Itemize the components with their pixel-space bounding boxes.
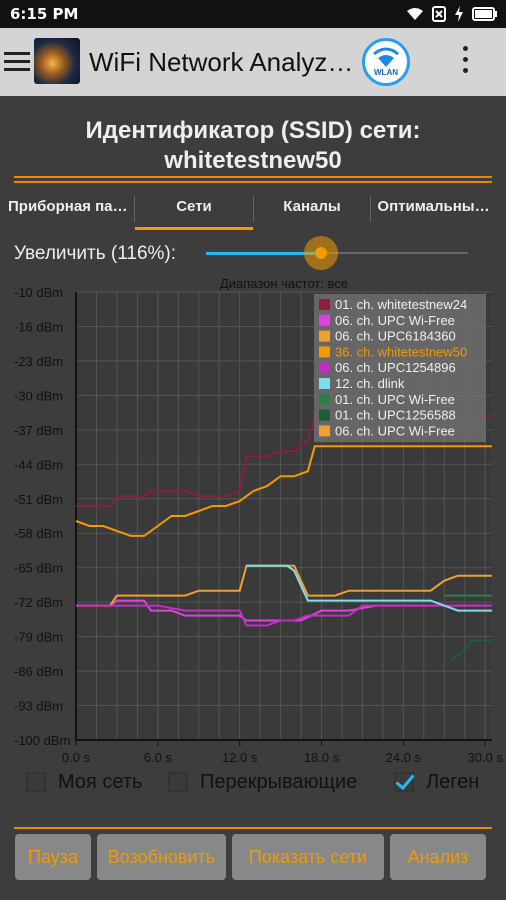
tab-separator [134, 196, 135, 222]
battery-icon [472, 7, 497, 21]
ssid-value: whitetestnew50 [164, 147, 342, 174]
pause-button[interactable]: Пауза [15, 834, 91, 880]
chart-x-tick-label: 24.0 s [386, 750, 422, 765]
zoom-label: Увеличить (116%): [14, 243, 177, 264]
tab-channels[interactable]: Каналы [283, 198, 341, 215]
chart-legend-swatch [319, 409, 330, 421]
chart-y-tick-label: -30 dBm [14, 388, 63, 403]
wlan-button[interactable]: WLAN [362, 38, 410, 86]
overlapping-checkbox[interactable] [168, 772, 188, 792]
chart-legend-swatch [319, 299, 330, 310]
status-time: 6:15 PM [10, 5, 79, 23]
chart-legend-swatch [319, 393, 330, 405]
wlan-label: WLAN [374, 68, 398, 77]
my-network-checkbox[interactable] [26, 772, 46, 792]
show-networks-button[interactable]: Показать сети [232, 834, 384, 880]
chart-series-line [75, 445, 492, 537]
status-icons [406, 6, 498, 22]
chart-x-tick-label: 30.0 s [467, 750, 503, 765]
chart-y-tick-label: -10 dBm [14, 285, 63, 300]
overlapping-label: Перекрывающие [200, 771, 358, 793]
chart-legend-swatch [319, 378, 330, 389]
chart-subtitle: Диапазон частот: все [220, 276, 348, 291]
chart-y-tick-label: -44 dBm [14, 457, 63, 472]
zoom-slider-thumb[interactable] [304, 236, 339, 270]
chart-y-tick-label: -72 dBm [14, 595, 63, 610]
tab-dashboard[interactable]: Приборная па… [8, 198, 128, 215]
chart-legend [314, 294, 486, 443]
tab-optimal[interactable]: Оптимальны… [377, 198, 490, 215]
overflow-menu-icon[interactable] [462, 46, 470, 80]
wifi-icon [373, 47, 399, 67]
chart-legend-label: 12. ch. dlink [335, 376, 405, 391]
chart-y-tick-label: -16 dBm [14, 319, 63, 334]
tab-separator [253, 196, 254, 222]
legend-label: Леген [426, 771, 480, 793]
menu-icon[interactable] [4, 52, 30, 72]
chart-legend-swatch [319, 346, 330, 358]
options-row: Моя сеть Перекрывающие Леген [0, 766, 506, 802]
chart-legend-label: 01. ch. UPC1256588 [335, 408, 456, 423]
chart-y-tick-label: -58 dBm [14, 526, 63, 541]
chart-y-tick-label: -37 dBm [14, 423, 63, 438]
chart-x-tick-label: 12.0 s [222, 750, 258, 765]
zoom-slider[interactable] [206, 236, 468, 270]
chart-legend-swatch [319, 362, 330, 374]
chart-series-line [246, 564, 492, 612]
resume-button[interactable]: Возобновить [97, 834, 226, 880]
analyze-button[interactable]: Анализ [390, 834, 486, 880]
status-bar: 6:15 PM [0, 0, 506, 28]
chart-series-line [450, 639, 492, 662]
chart-legend-label: 01. ch. whitetestnew24 [335, 297, 467, 312]
chart-x-tick-label: 0.0 s [62, 750, 91, 765]
divider [14, 181, 492, 183]
chart-legend-label: 01. ch. UPC Wi-Free [335, 392, 455, 407]
main-panel: Идентификатор (SSID) сети: whitetestnew5… [0, 96, 506, 900]
chart-y-tick-label: -86 dBm [14, 664, 63, 679]
chart-x-tick-label: 18.0 s [304, 750, 340, 765]
chart-legend-swatch [319, 425, 330, 437]
chart-y-tick-label: -100 dBm [14, 733, 70, 748]
tab-networks[interactable]: Сети [135, 188, 253, 230]
chart-series-line [76, 415, 492, 507]
chart-x-tick-label: 6.0 s [144, 750, 173, 765]
chart-y-tick-label: -65 dBm [14, 561, 63, 576]
tab-bar: Приборная па… Сети Каналы Оптимальны… [0, 188, 506, 230]
chart-y-tick-label: -93 dBm [14, 699, 63, 714]
chart-legend-label: 06. ch. UPC Wi-Free [335, 313, 455, 328]
signal-chart: -10 dBm -16 dBm -23 dBm -30 dBm -37 dBm -44 d… [14, 276, 503, 765]
chart-y-tick-label: -51 dBm [14, 492, 63, 507]
app-bar: WiFi Network Analyz… WLAN [0, 28, 506, 96]
app-logo [34, 38, 80, 84]
wifi-icon [407, 8, 423, 20]
no-sim-icon [432, 6, 446, 22]
legend-checkbox[interactable] [394, 772, 414, 792]
chart-legend-label: 06. ch. UPC1254896 [335, 360, 456, 375]
zoom-slider-fill [206, 252, 322, 255]
divider [14, 176, 492, 178]
chart-legend-label: 06. ch. UPC6184360 [335, 329, 456, 344]
ssid-title: Идентификатор (SSID) сети: whitetestnew5… [0, 116, 506, 176]
chart-legend-swatch [319, 314, 330, 326]
chart-legend-label: 06. ch. UPC Wi-Free [335, 423, 455, 438]
chart-legend-label: 36. ch. whitetestnew50 [335, 344, 467, 359]
chart-y-tick-label: -23 dBm [14, 354, 63, 369]
tab-separator [370, 196, 371, 222]
chart-y-tick-label: -79 dBm [14, 630, 63, 645]
chart-series-line [76, 604, 492, 627]
my-network-label: Моя сеть [58, 771, 143, 793]
chart-legend-swatch [319, 330, 330, 342]
charging-icon [455, 6, 463, 22]
ssid-heading: Идентификатор (SSID) сети: [85, 117, 421, 144]
app-title: WiFi Network Analyz… [89, 47, 354, 77]
divider [14, 827, 492, 829]
